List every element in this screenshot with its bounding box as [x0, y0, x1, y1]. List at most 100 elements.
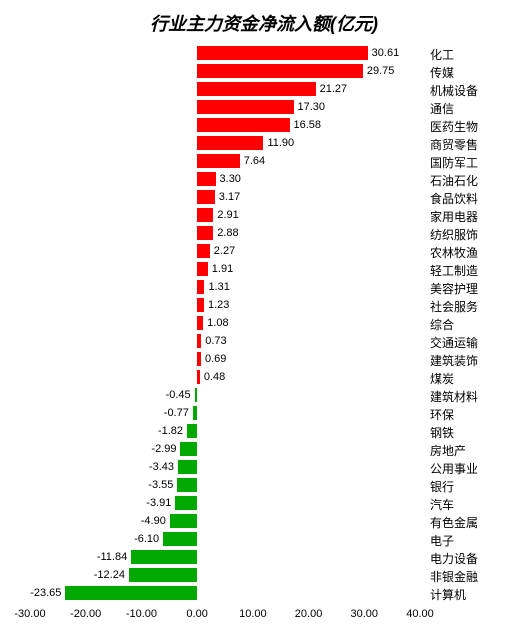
value-label: 0.48: [204, 371, 225, 383]
bar: [197, 262, 208, 276]
bar: [197, 226, 213, 240]
value-label: 1.91: [212, 263, 233, 275]
bar: [175, 496, 197, 510]
bar: [197, 208, 213, 222]
category-label: 化工: [430, 46, 454, 63]
category-label: 房地产: [430, 442, 466, 459]
category-label: 纺织服饰: [430, 226, 478, 243]
x-tick-label: -10.00: [126, 608, 157, 620]
category-label: 电力设备: [430, 550, 478, 567]
bar: [177, 478, 197, 492]
value-label: 1.23: [208, 299, 229, 311]
value-label: 11.90: [267, 137, 294, 149]
bar: [197, 154, 240, 168]
value-label: 21.27: [320, 83, 348, 95]
bar: [197, 136, 263, 150]
bar: [197, 370, 200, 384]
category-label: 非银金融: [430, 568, 478, 585]
bar: [195, 388, 198, 402]
bar: [65, 586, 197, 600]
value-label: -11.84: [97, 551, 127, 563]
bar: [197, 100, 293, 114]
value-label: 0.73: [205, 335, 226, 347]
category-label: 美容护理: [430, 280, 478, 297]
plot-area: 30.61 29.75 21.27 17.30 16.5811.907.643.30 3.…: [30, 40, 420, 610]
value-label: -0.45: [166, 389, 191, 401]
x-tick-label: 20.00: [295, 608, 323, 620]
category-label: 电子: [430, 532, 454, 549]
bar: [197, 316, 203, 330]
value-label: 3.17: [219, 191, 240, 203]
value-label: -2.99: [151, 443, 176, 455]
category-label: 建筑装饰: [430, 352, 478, 369]
value-label: 7.64: [244, 155, 265, 167]
value-label: -3.91: [146, 497, 171, 509]
bar: [187, 424, 197, 438]
value-label: -6.10: [134, 533, 159, 545]
category-label: 农林牧渔: [430, 244, 478, 261]
category-label: 煤炭: [430, 370, 454, 387]
category-label: 有色金属: [430, 514, 478, 531]
category-label: 家用电器: [430, 208, 478, 225]
bar: [163, 532, 197, 546]
x-tick-label: 40.00: [406, 608, 434, 620]
bar: [193, 406, 197, 420]
net-flow-chart: 行业主力资金净流入额(亿元) 30.6129.7521.2717.3016.58…: [0, 0, 528, 642]
bar: [197, 46, 368, 60]
category-label: 综合: [430, 316, 454, 333]
x-tick-label: 30.00: [351, 608, 379, 620]
category-label: 轻工制造: [430, 262, 478, 279]
category-label: 环保: [430, 406, 454, 423]
category-label: 公用事业: [430, 460, 478, 477]
value-label: -12.24: [94, 569, 125, 581]
value-label: -4.90: [141, 515, 166, 527]
value-label: 30.61: [372, 47, 400, 59]
bar: [197, 298, 204, 312]
bar: [197, 280, 204, 294]
x-tick-label: 10.00: [239, 608, 267, 620]
bar: [197, 82, 316, 96]
category-label: 医药生物: [430, 118, 478, 135]
x-tick-label: -20.00: [70, 608, 101, 620]
bar: [197, 118, 289, 132]
value-label: -0.77: [164, 407, 189, 419]
x-tick-label: -30.00: [14, 608, 45, 620]
category-label: 银行: [430, 478, 454, 495]
category-label: 食品饮料: [430, 190, 478, 207]
value-label: 2.91: [217, 209, 238, 221]
bar: [197, 172, 215, 186]
bar: [197, 190, 215, 204]
value-label: -23.65: [30, 587, 61, 599]
category-label: 计算机: [430, 586, 466, 603]
bar: [131, 550, 197, 564]
value-label: 1.08: [207, 317, 228, 329]
value-label: -3.55: [148, 479, 173, 491]
value-label: 2.27: [214, 245, 235, 257]
bar: [170, 514, 197, 528]
category-label: 交通运输: [430, 334, 478, 351]
category-label: 钢铁: [430, 424, 454, 441]
bar: [197, 334, 201, 348]
value-label: -3.43: [149, 461, 174, 473]
bar: [197, 244, 210, 258]
category-label: 建筑材料: [430, 388, 478, 405]
bar: [178, 460, 197, 474]
value-label: 16.58: [294, 119, 322, 131]
x-tick-label: 0.00: [186, 608, 207, 620]
category-label: 国防军工: [430, 154, 478, 171]
bar: [129, 568, 197, 582]
category-label: 社会服务: [430, 298, 478, 315]
category-label: 传媒: [430, 64, 454, 81]
value-label: 0.69: [205, 353, 226, 365]
value-label: 3.30: [220, 173, 241, 185]
category-label: 商贸零售: [430, 136, 478, 153]
bar: [180, 442, 197, 456]
value-label: 2.88: [217, 227, 238, 239]
value-label: 17.30: [298, 101, 326, 113]
value-label: -1.82: [158, 425, 183, 437]
category-label: 石油石化: [430, 172, 478, 189]
bar: [197, 64, 363, 78]
value-label: 29.75: [367, 65, 395, 77]
category-label: 汽车: [430, 496, 454, 513]
value-label: 1.31: [208, 281, 229, 293]
